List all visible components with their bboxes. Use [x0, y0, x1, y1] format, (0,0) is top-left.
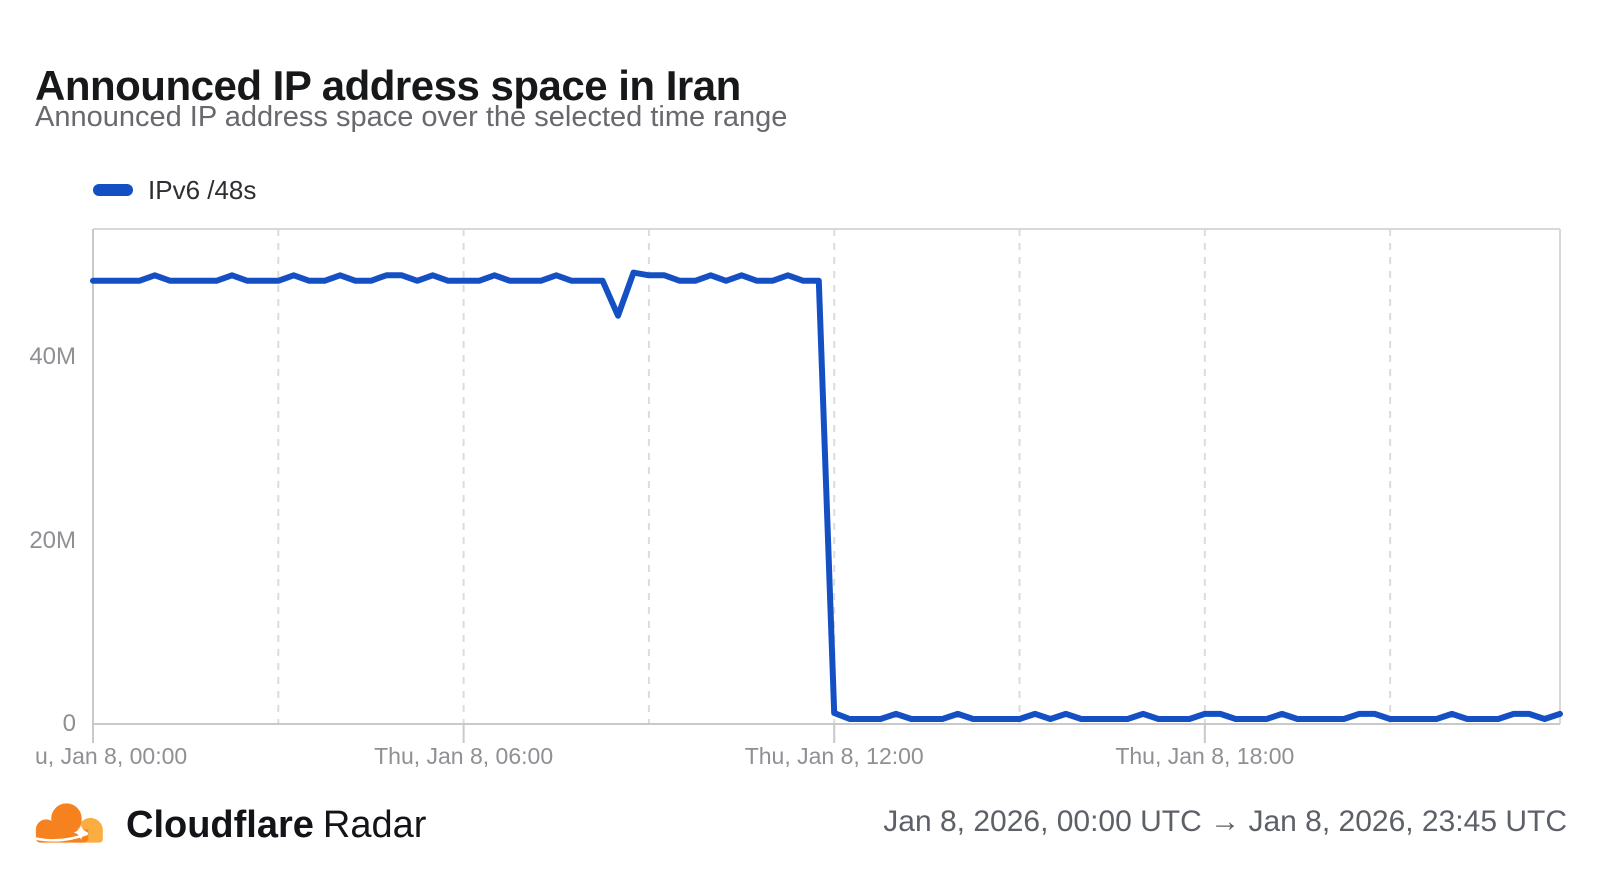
y-tick-label: 0: [62, 710, 76, 737]
chart-legend: IPv6 /48s: [93, 176, 256, 204]
legend-label: IPv6 /48s: [148, 175, 257, 205]
footer-brand-radar: Radar: [322, 804, 427, 846]
x-tick-label: Thu, Jan 8, 12:00: [744, 743, 924, 769]
x-tick-label: u, Jan 8, 00:00: [35, 743, 188, 769]
cloudflare-logo-icon: [33, 803, 103, 843]
legend-item-ipv6-48s[interactable]: IPv6 /48s: [93, 176, 256, 204]
page-title: Announced IP address space in Iran: [35, 62, 741, 110]
page-subtitle: Announced IP address space over the sele…: [35, 101, 788, 133]
footer-brand[interactable]: Cloudflare Radar: [126, 804, 426, 846]
x-tick-label: Thu, Jan 8, 06:00: [374, 743, 554, 769]
y-tick-label: 40M: [29, 343, 76, 370]
footer-time-range: Jan 8, 2026, 00:00 UTC → Jan 8, 2026, 23…: [883, 805, 1567, 838]
x-tick-label: Thu, Jan 8, 18:00: [1115, 743, 1295, 769]
legend-swatch-icon: [93, 184, 133, 196]
footer-brand-cloudflare: Cloudflare: [126, 804, 314, 846]
series-line-ipv6-48s: [90, 269, 1563, 722]
y-tick-label: 20M: [29, 526, 76, 554]
